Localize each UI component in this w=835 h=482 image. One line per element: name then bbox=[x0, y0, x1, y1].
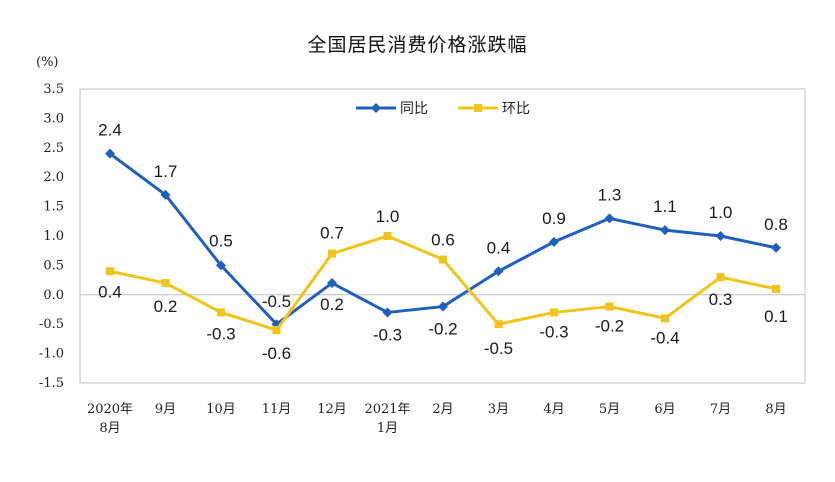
mom-point bbox=[272, 326, 281, 335]
yoy-data-label: -0.3 bbox=[373, 325, 402, 344]
yoy-point bbox=[327, 278, 337, 289]
mom-data-label: 0.2 bbox=[154, 297, 178, 316]
y-tick-label: 1.0 bbox=[43, 229, 64, 244]
x-tick-label: 2020年 bbox=[87, 402, 133, 417]
yoy-data-label: -0.5 bbox=[262, 292, 291, 311]
mom-data-label: 1.0 bbox=[376, 207, 400, 226]
y-tick-label: 2.0 bbox=[43, 170, 64, 185]
yoy-data-label: 1.3 bbox=[598, 185, 622, 204]
yoy-point bbox=[660, 225, 670, 236]
legend-label-yoy: 同比 bbox=[400, 101, 428, 117]
x-tick-label: 6月 bbox=[654, 402, 675, 417]
yoy-point bbox=[549, 236, 559, 247]
mom-point bbox=[605, 302, 614, 311]
yoy-data-label: 1.0 bbox=[709, 203, 733, 222]
mom-point bbox=[494, 320, 503, 329]
y-tick-label: 3.0 bbox=[43, 111, 64, 126]
mom-data-label: -0.3 bbox=[539, 322, 568, 341]
y-tick-label: 2.5 bbox=[43, 141, 64, 156]
x-tick-label: 7月 bbox=[710, 402, 731, 417]
legend-marker-mom bbox=[474, 104, 482, 112]
mom-point bbox=[550, 308, 558, 317]
yoy-point bbox=[771, 242, 781, 253]
y-tick-label: 0.0 bbox=[43, 288, 64, 303]
mom-data-label: -0.3 bbox=[206, 324, 235, 343]
yoy-point bbox=[715, 231, 726, 241]
yoy-data-label: 0.5 bbox=[209, 231, 233, 250]
yoy-point bbox=[493, 266, 504, 277]
mom-data-label: -0.2 bbox=[595, 317, 624, 336]
y-tick-label: 1.5 bbox=[43, 200, 64, 215]
x-tick-label: 10月 bbox=[206, 402, 236, 417]
yoy-point bbox=[382, 307, 393, 318]
mom-point bbox=[161, 279, 170, 288]
legend-marker-yoy bbox=[371, 103, 381, 113]
mom-point bbox=[772, 284, 780, 293]
x-tick-label: 3月 bbox=[488, 402, 509, 417]
legend-label-mom: 环比 bbox=[502, 101, 530, 117]
x-tick-label: 8月 bbox=[99, 421, 120, 436]
yoy-data-label: -0.2 bbox=[428, 320, 457, 339]
x-tick-label: 9月 bbox=[155, 402, 176, 417]
x-tick-label: 2021年 bbox=[364, 402, 410, 417]
yoy-data-label: 0.2 bbox=[320, 295, 344, 314]
x-tick-label: 1月 bbox=[377, 421, 398, 436]
mom-point bbox=[217, 308, 225, 317]
yoy-data-label: 0.9 bbox=[542, 209, 566, 228]
chart-title: 全国居民消费价格涨跌幅 bbox=[307, 34, 528, 56]
x-tick-label: 8月 bbox=[765, 402, 786, 417]
mom-point bbox=[661, 314, 669, 323]
yoy-data-label: 2.4 bbox=[98, 121, 122, 140]
mom-data-label: 0.1 bbox=[764, 307, 788, 326]
mom-data-label: 0.3 bbox=[709, 290, 733, 309]
yoy-data-label: 0.8 bbox=[764, 215, 788, 234]
yoy-point bbox=[604, 213, 615, 224]
mom-point bbox=[106, 267, 114, 276]
x-tick-label: 4月 bbox=[543, 402, 564, 417]
mom-data-label: 0.6 bbox=[431, 231, 455, 250]
x-tick-label: 12月 bbox=[317, 402, 347, 417]
y-tick-label: 3.5 bbox=[43, 82, 64, 97]
y-axis-unit: (%) bbox=[36, 55, 59, 70]
yoy-point bbox=[105, 148, 115, 159]
yoy-data-label: 0.4 bbox=[487, 238, 511, 257]
mom-data-label: -0.4 bbox=[650, 328, 679, 347]
y-tick-label: -1.0 bbox=[39, 347, 64, 362]
mom-data-label: 0.7 bbox=[320, 224, 344, 243]
yoy-data-label: 1.1 bbox=[653, 197, 677, 216]
y-tick-label: -0.5 bbox=[39, 317, 64, 332]
mom-data-label: -0.6 bbox=[262, 344, 291, 363]
y-tick-label: -1.5 bbox=[39, 376, 64, 391]
y-tick-label: 0.5 bbox=[43, 258, 64, 273]
mom-point bbox=[383, 232, 392, 240]
mom-point bbox=[439, 255, 447, 264]
yoy-point bbox=[160, 189, 171, 200]
plot-area-border bbox=[79, 88, 806, 384]
mom-data-label: 0.4 bbox=[98, 282, 122, 301]
mom-point bbox=[328, 249, 336, 258]
x-tick-label: 5月 bbox=[599, 402, 620, 417]
yoy-point bbox=[216, 260, 226, 271]
yoy-point bbox=[438, 301, 448, 312]
x-tick-label: 11月 bbox=[262, 402, 292, 417]
yoy-data-label: 1.7 bbox=[154, 162, 178, 181]
mom-data-label: -0.5 bbox=[484, 339, 513, 358]
x-tick-label: 2月 bbox=[432, 402, 453, 417]
mom-point bbox=[716, 273, 725, 282]
